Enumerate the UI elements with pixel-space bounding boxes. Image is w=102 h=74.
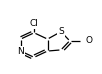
Text: N: N bbox=[17, 47, 24, 56]
Text: S: S bbox=[58, 27, 64, 36]
Text: O: O bbox=[86, 36, 93, 45]
Text: Cl: Cl bbox=[30, 19, 39, 28]
